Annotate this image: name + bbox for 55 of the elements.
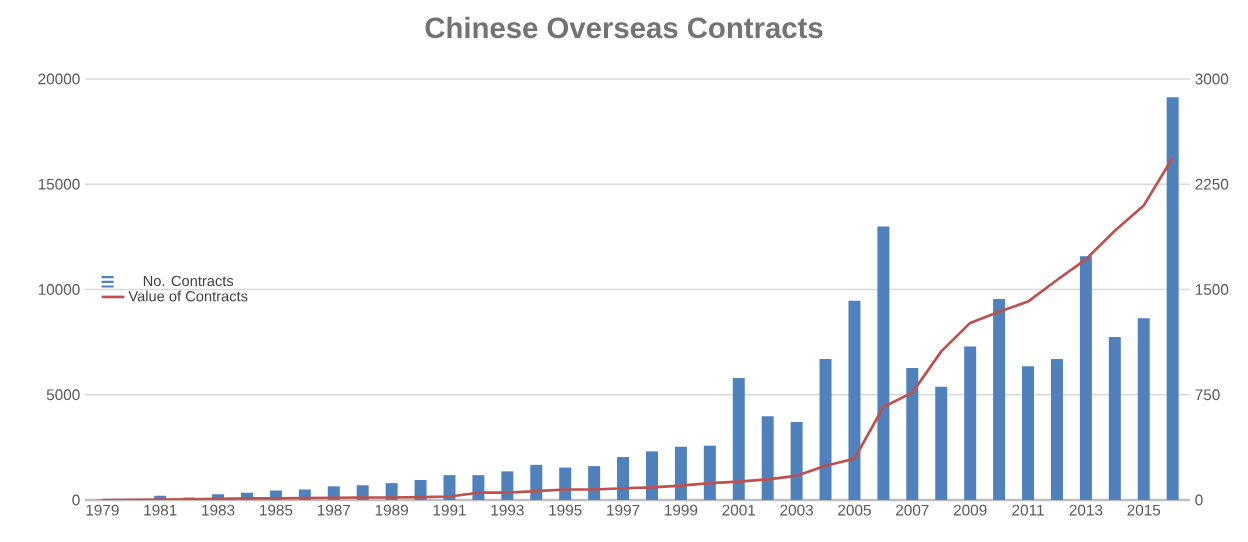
x-tick-label: 1989 (375, 504, 408, 516)
bar (732, 378, 745, 500)
bar (645, 451, 658, 500)
y-tick-label: 0 (72, 494, 80, 506)
x-tick-label: 2005 (838, 504, 871, 516)
y2-tick-label: 1500 (1195, 284, 1229, 295)
chart-title: Chinese Overseas Contracts (425, 16, 823, 39)
x-tick-label: 2003 (780, 504, 813, 516)
x-tick-label: 2013 (1069, 504, 1103, 516)
x-tick-label: 2015 (1127, 504, 1161, 516)
bar (819, 358, 832, 500)
bar (1022, 366, 1035, 500)
bar (1166, 97, 1179, 500)
x-tick-label: 1995 (549, 504, 582, 516)
bar (935, 386, 948, 500)
line-series (101, 156, 1175, 500)
x-tick-label: 1993 (491, 504, 524, 516)
x-tick-label: 1985 (260, 504, 293, 516)
bar (877, 226, 890, 500)
x-tick-label: 1999 (665, 504, 698, 516)
bar (588, 466, 601, 500)
bar (617, 457, 630, 500)
x-tick-label: 1991 (433, 504, 466, 516)
bar (761, 416, 774, 500)
bar (906, 368, 919, 500)
x-tick-label: 1981 (144, 504, 177, 516)
y2-tick-label: 2250 (1195, 178, 1229, 190)
x-tick-label: 2011 (1012, 504, 1044, 516)
y2-tick-label: 750 (1195, 389, 1220, 401)
bar (703, 445, 716, 500)
x-tick-label: 2009 (953, 504, 987, 516)
bar (1137, 318, 1150, 500)
y2-tick-label: 0 (1195, 494, 1203, 506)
legend-label: Value of Contracts (128, 290, 248, 302)
x-tick-label: 1997 (607, 504, 640, 516)
y-tick-label: 20000 (38, 73, 80, 85)
x-tick-label: 2007 (896, 504, 929, 516)
bar (993, 298, 1006, 500)
y-tick-label: 15000 (38, 178, 80, 190)
bar (674, 446, 687, 500)
bar (1108, 337, 1121, 500)
bar (790, 421, 803, 500)
bar (964, 346, 977, 500)
bar (848, 300, 861, 500)
y-tick-label: 10000 (38, 284, 80, 295)
x-tick-label: 2001 (722, 504, 756, 516)
legend-label: No. Contracts (143, 275, 234, 287)
y-tick-label: 5000 (46, 389, 80, 401)
bar (530, 464, 543, 500)
bar (1050, 358, 1063, 500)
x-tick-label: 1979 (86, 504, 119, 516)
y2-tick-label: 3000 (1195, 73, 1229, 85)
bar (1079, 256, 1092, 500)
x-tick-label: 1987 (317, 504, 351, 516)
x-tick-label: 1983 (202, 504, 235, 516)
